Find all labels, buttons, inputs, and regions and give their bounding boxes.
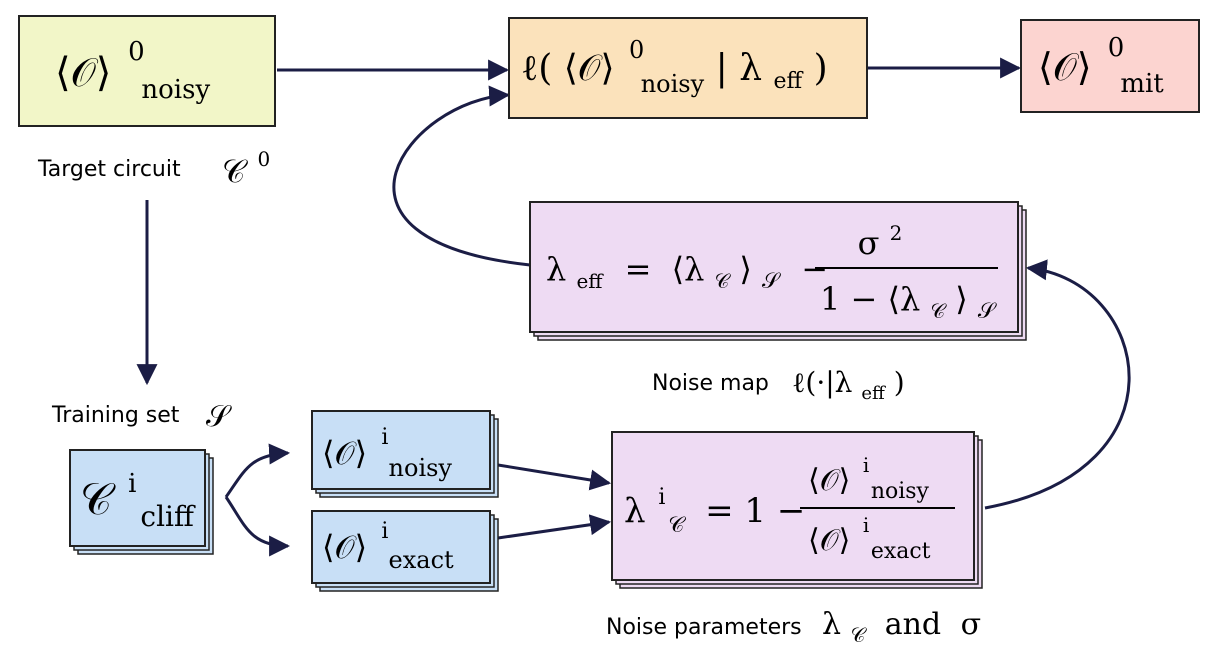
cliff-sup: i xyxy=(128,469,136,499)
lambda-eff-equals: = xyxy=(625,250,652,288)
mitigated-sup: 0 xyxy=(1108,33,1125,63)
training-set-math: 𝒮 xyxy=(206,399,232,434)
arrow-exact-to-lambda-i xyxy=(497,514,612,540)
noise-params-lambda: λ xyxy=(822,607,841,642)
noisy-i-box: ⟨𝒪⟩ i noisy xyxy=(311,410,499,498)
lambda-eff-mean: ⟨λ xyxy=(672,250,705,288)
lambda-i-den: ⟨𝒪⟩ xyxy=(808,523,850,558)
noisy-i-obs: ⟨𝒪⟩ xyxy=(322,434,367,472)
map-open: ℓ( xyxy=(521,48,552,89)
lambda-eff-den-close: ⟩ xyxy=(955,280,967,318)
noisy-target-obs: ⟨𝒪⟩ xyxy=(55,50,111,96)
exact-i-box: ⟨𝒪⟩ i exact xyxy=(311,508,499,592)
cliff-sub: cliff xyxy=(140,500,196,533)
noise-map-close: ) xyxy=(894,366,905,399)
lambda-i-lhs-sub: 𝒞 xyxy=(668,513,686,538)
svg-text:⟨𝒪⟩ 0 mit: ⟨𝒪⟩ 0 mit xyxy=(1038,21,1164,99)
lambda-eff-box: λ eff = ⟨λ 𝒞 ⟩ 𝒮 − σ 2 1 − ⟨λ 𝒞 ⟩ 𝒮 xyxy=(529,201,1027,341)
lambda-i-num: ⟨𝒪⟩ xyxy=(808,463,850,498)
mitigated-sub: mit xyxy=(1120,69,1164,99)
noise-params-label: Noise parameters λ 𝒞 and σ xyxy=(606,607,981,650)
exact-i-sup: i xyxy=(381,519,388,544)
lambda-eff-mean-sub: 𝒞 xyxy=(715,269,732,293)
arrow-noisy-to-lambda-i xyxy=(497,463,612,491)
svg-text:𝒞 i cliff: 𝒞 i cliff xyxy=(80,452,196,533)
target-circuit-math: 𝒞 xyxy=(222,152,248,190)
lambda-eff-num: σ xyxy=(858,224,880,262)
svg-text:λ eff = ⟨λ: λ eff = ⟨λ 𝒞 ⟩ 𝒮 − xyxy=(546,250,828,296)
noisy-i-sup: i xyxy=(381,425,388,450)
map-lambda: λ xyxy=(739,48,762,89)
map-sub: noisy xyxy=(641,70,705,98)
lambda-i-lhs: λ xyxy=(624,491,646,531)
noise-params-and: and xyxy=(885,607,941,642)
noise-map-label: Noise map ℓ(·|λ eff ) xyxy=(652,366,905,406)
svg-text:ℓ(·|λ eff ): ℓ(·|λ eff ) xyxy=(792,366,905,406)
arrow-cliff-to-exact xyxy=(224,496,291,557)
svg-text:⟨𝒪⟩ i noisy: ⟨𝒪⟩ i noisy xyxy=(322,414,452,482)
map-obs: ⟨𝒪⟩ xyxy=(564,48,615,89)
lambda-eff-den-sub: 𝒞 xyxy=(930,299,947,323)
map-close: ) xyxy=(814,48,828,89)
svg-text:⟨𝒪⟩ i noisy: ⟨𝒪⟩ i noisy xyxy=(808,445,930,504)
noise-map-math: ℓ(·|λ xyxy=(792,366,852,399)
map-bar: | xyxy=(716,48,728,89)
svg-text:λ 𝒞 and σ: λ 𝒞 and σ xyxy=(822,607,981,650)
mitigated-obs: ⟨𝒪⟩ xyxy=(1038,45,1092,89)
svg-text:1 − ⟨λ 𝒞 ⟩: 1 − ⟨λ 𝒞 ⟩ 𝒮 xyxy=(820,280,997,326)
lambda-eff-mean-set: 𝒮 xyxy=(762,269,781,294)
noisy-target-box: ⟨𝒪⟩ 0 noisy xyxy=(18,15,276,127)
noise-map-text: Noise map xyxy=(652,371,769,396)
noise-params-lambda-sub: 𝒞 xyxy=(851,623,868,647)
svg-text:⟨𝒪⟩ i exact: ⟨𝒪⟩ i exact xyxy=(808,505,931,564)
lambda-eff-num-sup: 2 xyxy=(890,221,903,245)
exact-i-obs: ⟨𝒪⟩ xyxy=(322,528,367,566)
lambda-eff-lhs: λ xyxy=(546,250,566,288)
svg-text:⟨𝒪⟩ 0 noisy: ⟨𝒪⟩ 0 noisy xyxy=(55,24,210,105)
noisy-target-sub: noisy xyxy=(141,75,210,105)
map-lambda-sub: eff xyxy=(774,69,804,94)
noise-params-text: Noise parameters xyxy=(606,615,802,640)
lambda-i-lhs-sup: i xyxy=(658,485,665,510)
target-circuit-text: Target circuit xyxy=(37,157,181,182)
arrows xyxy=(136,57,1131,557)
svg-text:ℓ( ⟨𝒪⟩ 0 no: ℓ( ⟨𝒪⟩ 0 noisy | λ eff ) xyxy=(521,26,828,101)
exact-i-sub: exact xyxy=(389,546,454,574)
mitigated-box: ⟨𝒪⟩ 0 mit xyxy=(1020,19,1200,113)
lambda-i-num-sup: i xyxy=(863,453,869,477)
arrow-lambda-i-to-lambda-eff xyxy=(984,259,1131,510)
svg-text:λ i 𝒞 = 1 −: λ i 𝒞 = 1 − xyxy=(624,473,805,541)
arrow-cliff-to-noisy xyxy=(224,443,291,498)
lambda-eff-den-prefix: 1 − ⟨λ xyxy=(820,280,920,318)
lambda-i-box: λ i 𝒞 = 1 − ⟨𝒪⟩ i noisy ⟨𝒪⟩ i exact xyxy=(611,431,983,589)
map-sup: 0 xyxy=(629,36,644,64)
lambda-i-num-sub: noisy xyxy=(871,479,930,504)
svg-text:σ 2: σ 2 xyxy=(858,221,903,262)
svg-text:𝒞 0: 𝒞 0 xyxy=(222,147,270,190)
noisy-target-sup: 0 xyxy=(128,37,145,67)
target-circuit-sup: 0 xyxy=(258,147,271,171)
lambda-eff-mean-close: ⟩ xyxy=(739,250,751,288)
lambda-i-den-sup: i xyxy=(863,513,869,537)
lambda-eff-lhs-sub: eff xyxy=(576,269,604,293)
cliff-main: 𝒞 xyxy=(80,474,116,525)
lambda-i-eq: = 1 − xyxy=(705,491,805,531)
noise-map-sub: eff xyxy=(861,383,886,404)
noise-params-sigma: σ xyxy=(961,607,981,642)
lambda-i-den-sub: exact xyxy=(871,539,931,564)
training-set-text: Training set xyxy=(51,403,180,428)
target-circuit-label: Target circuit 𝒞 0 xyxy=(37,147,270,190)
map-applied-box: ℓ( ⟨𝒪⟩ 0 noisy | λ eff ) xyxy=(508,17,868,119)
training-set-label: Training set 𝒮 xyxy=(51,399,232,434)
svg-text:⟨𝒪⟩ i exact: ⟨𝒪⟩ i exact xyxy=(322,508,454,574)
lambda-eff-den-set: 𝒮 xyxy=(978,299,997,324)
cliff-box: 𝒞 i cliff xyxy=(69,449,214,555)
arrow-lambda-eff-to-map xyxy=(392,85,531,267)
noisy-i-sub: noisy xyxy=(389,454,453,482)
